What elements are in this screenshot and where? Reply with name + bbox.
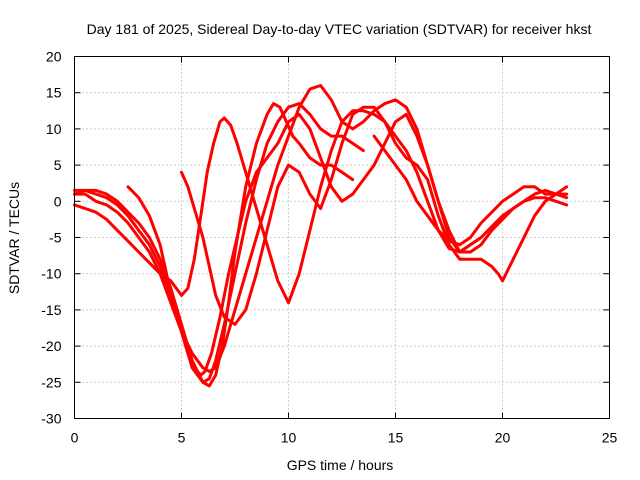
y-tick-label: -10 (41, 266, 61, 282)
x-tick-label: 25 (602, 430, 618, 446)
series-track-4 (73, 109, 569, 305)
series-track-7 (372, 134, 569, 247)
series-track-2 (73, 102, 365, 384)
y-tick-label: 20 (46, 49, 62, 65)
y-tick-label: 5 (54, 157, 62, 173)
x-tick-label: 10 (281, 430, 297, 446)
y-tick-label: -30 (41, 411, 61, 427)
y-tick-label: 15 (46, 85, 62, 101)
y-tick-label: 0 (54, 193, 62, 209)
x-tick-label: 0 (71, 430, 79, 446)
x-tick-label: 5 (178, 430, 186, 446)
y-axis-label: SDTVAR / TECUs (6, 182, 22, 294)
data-series (73, 84, 569, 388)
x-tick-label: 15 (388, 430, 404, 446)
x-tick-label: 20 (495, 430, 511, 446)
chart-title: Day 181 of 2025, Sidereal Day-to-day VTE… (87, 21, 592, 37)
y-axis-ticks: -30 -25 -20 -15 -10 -5 0 5 10 15 20 (41, 49, 610, 427)
series-track-3 (73, 84, 483, 373)
y-tick-label: -15 (41, 302, 61, 318)
x-axis-ticks: 0 5 10 15 20 25 (71, 56, 618, 446)
x-axis-label: GPS time / hours (287, 457, 394, 473)
grid-lines (74, 56, 610, 419)
y-tick-label: -25 (41, 374, 61, 390)
y-tick-label: -20 (41, 338, 61, 354)
y-tick-label: 10 (46, 121, 62, 137)
y-tick-label: -5 (49, 230, 62, 246)
series-track-1 (73, 102, 355, 388)
series-track-6 (180, 105, 569, 326)
series-track-5 (126, 112, 569, 377)
